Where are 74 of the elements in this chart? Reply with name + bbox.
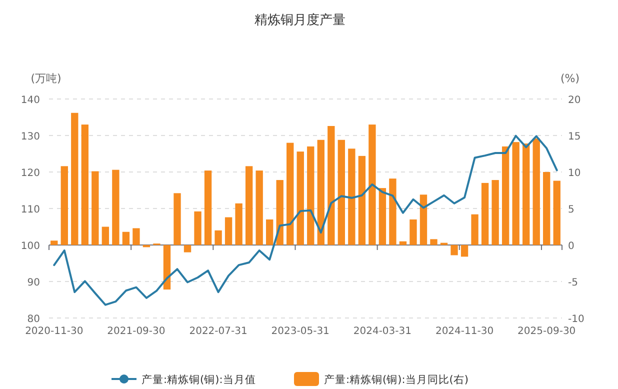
bar (348, 148, 356, 245)
y2-tick-label: 10 (568, 168, 581, 179)
bar (224, 217, 232, 245)
bar (532, 138, 540, 245)
legend-label: 产量:精炼铜(铜):当月同比(右) (324, 373, 468, 386)
bar (543, 172, 550, 245)
y-tick-label: 130 (20, 132, 40, 142)
bar (368, 124, 376, 245)
bar (174, 193, 181, 245)
bar (92, 171, 99, 245)
bar (81, 124, 88, 245)
bar (317, 140, 324, 245)
bar (481, 182, 489, 245)
x-tick-label: 2023-05-31 (271, 326, 330, 337)
bar (256, 170, 263, 245)
bar (399, 241, 407, 245)
y-tick-label: 100 (20, 241, 40, 252)
x-tick-label: 2020-11-30 (25, 326, 84, 337)
y2-tick-label: 5 (568, 204, 574, 216)
bar (60, 166, 68, 245)
bar (522, 144, 530, 245)
y2-tick-label: 0 (568, 241, 574, 252)
y-tick-label: 80 (27, 314, 40, 325)
y2-tick-label: 20 (568, 95, 581, 106)
bar (410, 219, 417, 245)
bar (204, 170, 212, 245)
bar (286, 142, 294, 245)
line-series (53, 134, 558, 306)
bar (102, 226, 110, 245)
x-tick-label: 2022-07-31 (189, 326, 248, 337)
chart-title: 精炼铜月度产量 (254, 12, 346, 28)
legend-label: 产量:精炼铜(铜):当月值 (142, 373, 256, 386)
bar (378, 188, 386, 245)
bar (502, 146, 510, 245)
bar (450, 245, 458, 256)
bar (245, 166, 253, 245)
bar (71, 112, 78, 245)
y-tick-label: 120 (20, 168, 40, 179)
y2-tick-label: 15 (568, 132, 581, 142)
bar (214, 230, 222, 245)
bar (235, 203, 242, 245)
bar (338, 140, 345, 245)
y2-tick-label: -5 (568, 278, 578, 288)
bar (194, 211, 202, 245)
bar (492, 180, 499, 245)
bar (471, 214, 478, 245)
bar (296, 152, 304, 245)
bar (307, 146, 314, 245)
bar (553, 180, 560, 245)
bar (430, 239, 438, 245)
y-tick-label: 110 (20, 204, 40, 216)
x-tick-label: 2025-09-30 (518, 326, 576, 337)
bar (358, 156, 366, 245)
x-tick-label: 2024-11-30 (435, 326, 494, 337)
bar (132, 228, 140, 245)
y-tick-label: 140 (20, 95, 40, 106)
x-tick-label: 2024-03-31 (353, 326, 412, 337)
bar (50, 240, 58, 245)
bar (420, 194, 428, 245)
bar (328, 126, 335, 245)
bar (276, 180, 284, 245)
bar (266, 219, 274, 245)
y2-axis-title: (%) (560, 72, 580, 85)
y-axis-title: (万吨) (30, 72, 62, 85)
bar (184, 245, 192, 252)
bar (122, 232, 130, 245)
y-tick-label: 90 (27, 278, 40, 288)
bar (163, 245, 171, 290)
bar (512, 142, 520, 245)
y2-tick-label: -10 (568, 314, 584, 325)
bar (460, 245, 468, 257)
x-tick-label: 2021-09-30 (107, 326, 166, 337)
bar (389, 178, 396, 245)
bar (112, 170, 120, 245)
